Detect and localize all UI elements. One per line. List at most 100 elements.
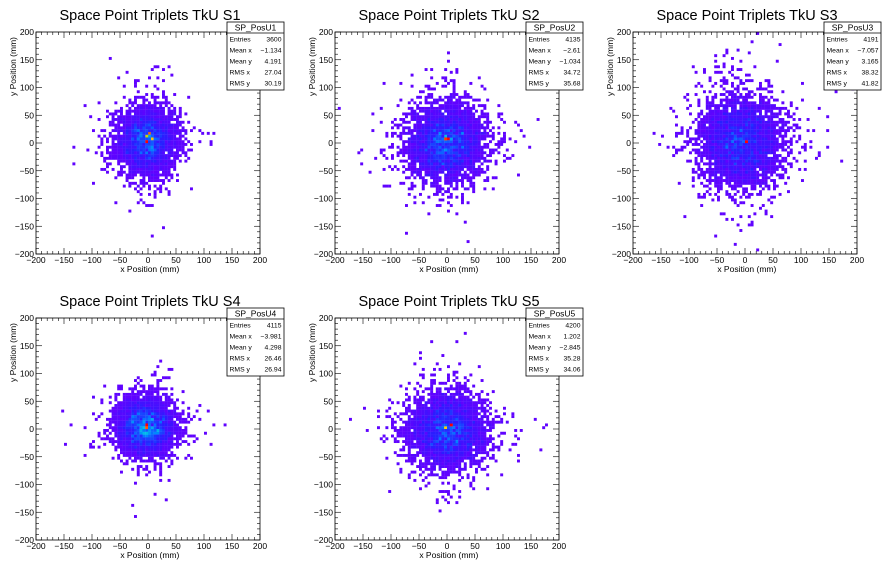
histogram-bin xyxy=(421,437,425,441)
histogram-bin xyxy=(733,242,737,246)
histogram-bin xyxy=(447,417,450,421)
histogram-bin xyxy=(452,109,456,113)
histogram-bin xyxy=(131,412,135,416)
histogram-bin xyxy=(767,184,771,188)
histogram-bin xyxy=(770,173,774,177)
histogram-bin xyxy=(148,167,151,171)
histogram-bin xyxy=(170,165,174,169)
x-tick-label: 100 xyxy=(496,255,510,265)
histogram-bin xyxy=(162,95,165,99)
histogram-bin xyxy=(480,148,484,152)
histogram-bin xyxy=(111,123,115,127)
histogram-bin xyxy=(441,131,445,135)
y-tick-label: −200 xyxy=(15,535,34,545)
histogram-bin xyxy=(463,145,467,149)
histogram-bin xyxy=(742,109,746,113)
histogram-bin xyxy=(162,426,165,430)
histogram-bin xyxy=(108,123,112,127)
histogram-bin xyxy=(725,48,729,52)
histogram-bin xyxy=(761,204,765,207)
histogram-bin xyxy=(447,451,450,455)
histogram-bin xyxy=(139,162,143,166)
histogram-bin xyxy=(463,170,467,174)
histogram-bin xyxy=(750,137,754,141)
histogram-bin xyxy=(477,170,481,174)
histogram-bin xyxy=(806,118,810,121)
histogram-bin xyxy=(477,143,481,146)
histogram-bin xyxy=(447,98,450,102)
histogram-bin xyxy=(787,190,790,194)
histogram-bin xyxy=(164,376,168,380)
histogram-bin xyxy=(750,40,754,44)
histogram-bin xyxy=(728,104,732,108)
histogram-bin xyxy=(125,123,129,127)
histogram-bin xyxy=(148,401,151,405)
histogram-bin xyxy=(747,129,751,133)
histogram-bin xyxy=(83,453,87,457)
histogram-bin xyxy=(725,129,729,133)
histogram-bin xyxy=(739,173,743,177)
histogram-bin xyxy=(131,129,135,133)
histogram-bin xyxy=(750,176,754,180)
histogram-bin xyxy=(117,143,121,146)
histogram-bin xyxy=(187,120,191,124)
histogram-bin xyxy=(728,170,732,174)
stats-value: 3.165 xyxy=(861,59,878,66)
histogram-bin xyxy=(167,120,171,124)
histogram-bin xyxy=(759,179,762,182)
histogram-bin xyxy=(410,151,414,155)
histogram-bin xyxy=(803,145,807,149)
histogram-bin xyxy=(150,145,154,149)
y-tick-label: 150 xyxy=(319,55,333,65)
histogram-bin xyxy=(117,162,121,166)
histogram-bin xyxy=(773,137,776,141)
histogram-bin xyxy=(781,106,785,110)
histogram-bin xyxy=(441,442,445,446)
histogram-bin xyxy=(122,170,126,174)
histogram-bin xyxy=(775,59,779,63)
histogram-bin xyxy=(159,470,163,474)
histogram-bin xyxy=(153,170,157,174)
histogram-bin xyxy=(731,129,734,133)
histogram-bin xyxy=(159,129,163,133)
x-tick-label: −150 xyxy=(54,255,73,265)
histogram-bin xyxy=(145,434,149,438)
histogram-bin xyxy=(441,420,445,424)
histogram-bin xyxy=(103,384,107,388)
histogram-bin xyxy=(120,445,123,449)
histogram-bin xyxy=(714,123,718,127)
histogram-bin xyxy=(407,187,411,191)
histogram-bin xyxy=(162,437,165,441)
histogram-bin xyxy=(164,95,168,99)
histogram-bin xyxy=(435,192,439,196)
histogram-bin xyxy=(103,442,107,446)
histogram-bin xyxy=(128,143,132,146)
histogram-bin xyxy=(153,412,157,416)
histogram-bin xyxy=(111,148,115,152)
histogram-bin xyxy=(801,81,804,85)
histogram-bin xyxy=(475,420,478,424)
histogram-bin xyxy=(761,101,765,105)
histogram-bin xyxy=(736,137,740,141)
histogram-bin xyxy=(145,459,149,463)
histogram-bin xyxy=(480,126,484,130)
histogram-bin xyxy=(733,159,737,163)
histogram-bin xyxy=(787,154,790,158)
histogram-bin xyxy=(433,417,436,421)
histogram-bin xyxy=(148,143,151,146)
histogram-bin xyxy=(475,459,478,463)
histogram-bin xyxy=(136,434,140,438)
histogram-bin xyxy=(483,112,487,116)
histogram-bin xyxy=(433,409,436,413)
histogram-bin xyxy=(750,115,754,119)
histogram-bin xyxy=(725,104,729,108)
histogram-bin xyxy=(435,401,439,405)
histogram-bin xyxy=(170,459,174,463)
histogram-bin xyxy=(452,423,456,427)
histogram-bin xyxy=(159,134,163,138)
histogram-bin xyxy=(441,148,445,152)
histogram-bin xyxy=(136,445,140,449)
histogram-bin xyxy=(153,423,157,427)
histogram-bin xyxy=(472,106,476,110)
histogram-bin xyxy=(742,167,746,171)
